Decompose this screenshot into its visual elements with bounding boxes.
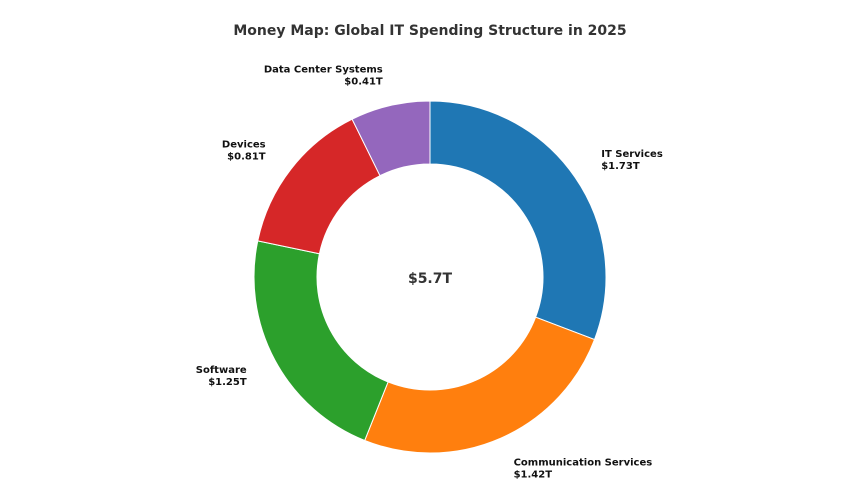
slice-category-label: Software xyxy=(196,365,247,376)
slice-value-label: $1.25T xyxy=(208,377,247,388)
slice-value-label: $0.81T xyxy=(227,152,266,163)
slice-value-label: $1.42T xyxy=(514,469,553,480)
center-total-label: $5.7T xyxy=(408,271,453,287)
slice-label-it-services: IT Services $1.73T xyxy=(601,149,663,172)
slice-label-data-center-systems: Data Center Systems $0.41T xyxy=(264,64,383,87)
slice-category-label: Data Center Systems xyxy=(264,64,383,75)
chart-title: Money Map: Global IT Spending Structure … xyxy=(233,23,626,39)
slice-category-label: Devices xyxy=(222,140,266,151)
slice-label-devices: Devices $0.81T xyxy=(222,140,266,163)
slice-data-center-systems xyxy=(351,100,431,177)
donut-slices xyxy=(253,100,607,454)
slice-communication-services xyxy=(364,316,596,454)
slice-category-label: IT Services xyxy=(601,149,663,160)
slice-label-communication-services: Communication Services $1.42T xyxy=(514,457,653,480)
slice-category-label: Communication Services xyxy=(514,457,653,468)
slice-value-label: $0.41T xyxy=(344,76,383,87)
slice-software xyxy=(253,240,389,442)
slice-label-software: Software $1.25T xyxy=(196,365,247,388)
slice-value-label: $1.73T xyxy=(601,161,640,172)
slice-it-services xyxy=(429,100,607,341)
